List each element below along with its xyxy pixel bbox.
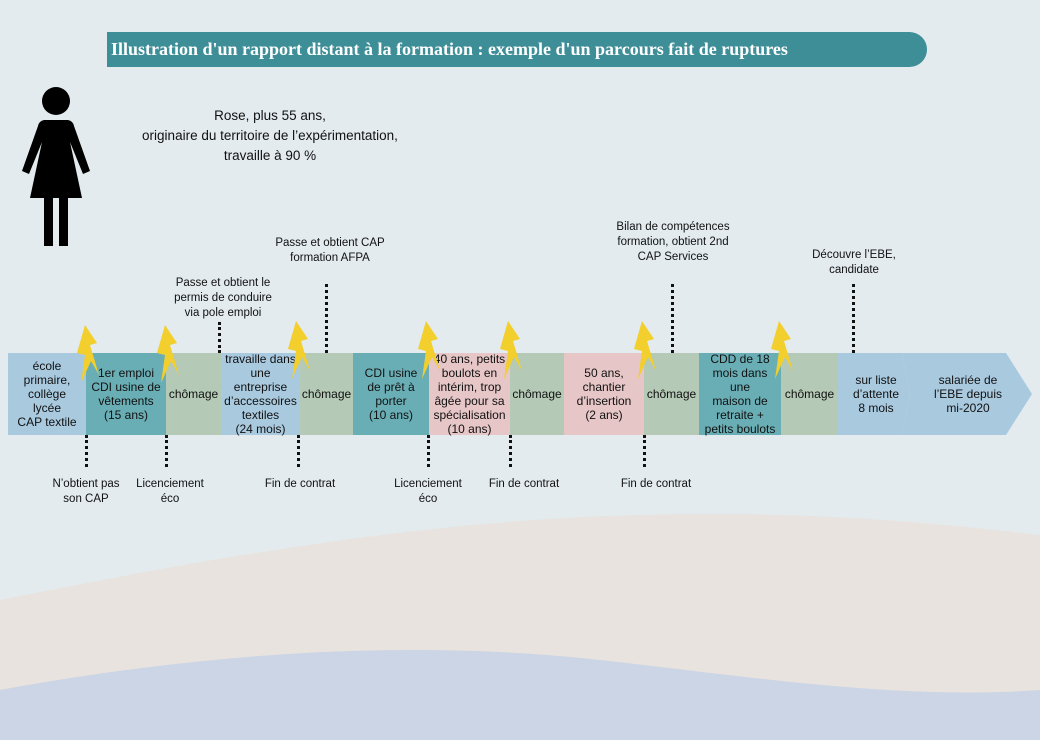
event-marker <box>297 435 300 467</box>
event-marker <box>671 284 674 353</box>
timeline-segment: chômage <box>300 353 353 435</box>
event-marker <box>165 435 168 467</box>
event-marker <box>509 435 512 467</box>
timeline-segment: CDD de 18 mois dans une maison de retrai… <box>699 352 781 436</box>
timeline-segment: CDI usine de prêt à porter (10 ans) <box>353 353 429 435</box>
timeline-segment: chômage <box>166 353 221 435</box>
timeline-segment: travaille dans une entreprise d’accessoi… <box>221 352 300 436</box>
event-label-above: Passe et obtient le permis de conduire v… <box>174 277 272 319</box>
persona-description: Rose, plus 55 ans, originaire du territo… <box>100 106 440 166</box>
lightning-icon <box>500 321 522 379</box>
timeline-segment: école primaire, collège lycée CAP textil… <box>8 353 86 435</box>
event-marker <box>218 322 221 353</box>
lightning-icon <box>418 321 440 379</box>
timeline-arrow-head <box>836 353 1032 435</box>
timeline-segment: chômage <box>781 353 838 435</box>
event-label-above: Passe et obtient CAP formation AFPA <box>275 237 385 264</box>
timeline-segment: chômage <box>644 353 699 435</box>
event-label-below: Licenciement éco <box>136 478 204 505</box>
lightning-icon <box>288 321 310 379</box>
timeline-segment: salariée de l’EBE depuis mi-2020 <box>933 373 1003 415</box>
lightning-icon <box>771 321 793 379</box>
lightning-icon <box>77 325 99 383</box>
timeline-segment: 50 ans, chantier d’insertion (2 ans) <box>564 353 644 435</box>
event-label-above: Bilan de compétences formation, obtient … <box>616 221 730 263</box>
persona-line-1: Rose, plus 55 ans, <box>214 108 326 123</box>
timeline-segment: 1er emploi CDI usine de vêtements (15 an… <box>86 353 166 435</box>
timeline-segment: chômage <box>510 353 564 435</box>
page-title: Illustration d'un rapport distant à la f… <box>107 32 927 67</box>
event-label-below: Fin de contrat <box>620 478 692 490</box>
event-marker <box>325 284 328 353</box>
lightning-icon <box>157 325 179 383</box>
event-marker <box>643 435 646 467</box>
event-marker <box>427 435 430 467</box>
lightning-icon <box>634 321 656 379</box>
event-label-below: N’obtient pas son CAP <box>52 478 120 505</box>
event-marker <box>85 435 88 467</box>
timeline-segment: sur liste d’attente 8 mois <box>852 373 900 415</box>
timeline-segment: 40 ans, petits boulots en intérim, trop … <box>429 352 510 436</box>
event-label-below: Fin de contrat <box>488 478 560 490</box>
persona-line-2: originaire du territoire de l’expériment… <box>142 128 398 143</box>
event-label-above: Découvre l’EBE, candidate <box>812 249 896 276</box>
woman-icon <box>22 87 90 246</box>
event-label-below: Fin de contrat <box>264 478 336 490</box>
event-marker <box>852 284 855 353</box>
event-label-below: Licenciement éco <box>394 478 462 505</box>
persona-line-3: travaille à 90 % <box>223 148 317 163</box>
